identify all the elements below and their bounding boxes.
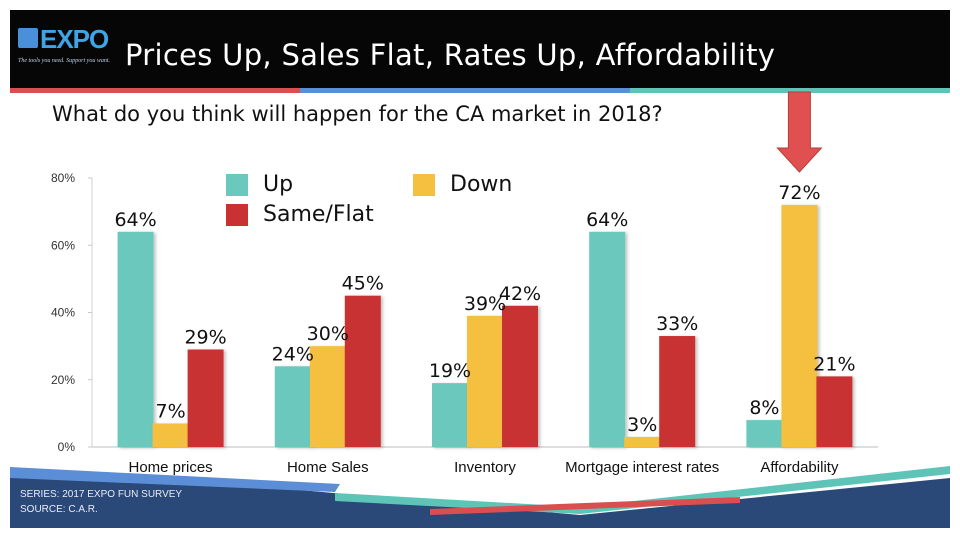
bar-up	[746, 420, 783, 447]
x-category-label: Affordability	[760, 459, 839, 476]
footer-red-stripe	[430, 497, 740, 515]
bar-down	[781, 204, 818, 447]
bar-data-label: 33%	[656, 313, 698, 335]
bar-same-flat	[187, 349, 224, 447]
legend-label: Up	[263, 172, 294, 197]
x-category-label: Mortgage interest rates	[565, 459, 719, 476]
callout-arrow	[776, 91, 823, 173]
logo-text: EXPO	[40, 24, 109, 54]
chart-question: What do you think will happen for the CA…	[52, 102, 663, 126]
bar-data-label: 21%	[813, 353, 855, 375]
bar-data-label: 19%	[429, 360, 471, 382]
bar-data-label: 72%	[778, 182, 820, 204]
bar-data-label: 24%	[272, 343, 314, 365]
header-bar: EXPO The tools you need. Support you wan…	[10, 10, 950, 88]
bar-up	[274, 366, 311, 447]
bar-data-label: 64%	[586, 209, 628, 231]
bar-down	[152, 423, 189, 447]
bar-down	[309, 346, 346, 447]
footer-decoration	[10, 466, 950, 528]
bar-up	[432, 383, 468, 447]
footer-teal-stripe	[335, 466, 950, 514]
y-tick-label: 60%	[51, 238, 75, 252]
chart-data-labels: 64% 7% 29% 24%30% 45% 19% 39%42% 64% 3% 33% 8% 72% 2…	[114, 182, 855, 436]
x-category-label: Inventory	[454, 459, 516, 476]
footer-series: SERIES: 2017 EXPO FUN SURVEY	[20, 489, 183, 500]
legend-swatch	[413, 174, 435, 196]
legend-label: Down	[450, 172, 513, 197]
bar-same-flat	[659, 336, 696, 447]
bar-same-flat	[816, 376, 853, 447]
bar-data-label: 45%	[342, 273, 384, 295]
slide-title: Prices Up, Sales Flat, Rates Up, Afforda…	[125, 38, 776, 72]
bar-down	[467, 315, 503, 447]
y-tick-label: 20%	[51, 373, 75, 387]
bar-up	[589, 231, 626, 447]
y-tick-label: 0%	[58, 440, 76, 454]
header-stripe-blue	[300, 88, 630, 93]
logo-tagline: The tools you need. Support you want.	[18, 58, 110, 64]
bar-data-label: 8%	[749, 397, 779, 419]
footer-navy-band	[10, 475, 950, 528]
footer-blue-stripe	[10, 467, 340, 492]
bar-same-flat	[502, 305, 538, 447]
bar-data-label: 64%	[114, 209, 156, 231]
legend-swatch	[226, 204, 248, 226]
bar-data-label: 29%	[184, 326, 226, 348]
bar-data-label: 7%	[156, 400, 186, 422]
legend-label: Same/Flat	[263, 202, 374, 227]
bar-same-flat	[344, 295, 381, 447]
x-category-label: Home Sales	[287, 459, 369, 476]
down-arrow-icon	[776, 91, 823, 173]
bar-down	[624, 436, 661, 447]
chart-bars	[117, 204, 853, 447]
header-stripe-red	[10, 88, 300, 93]
header-stripe-teal	[630, 88, 950, 93]
y-tick-label: 40%	[51, 306, 75, 320]
footer-source: SOURCE: C.A.R.	[20, 504, 98, 515]
logo-flag-icon	[18, 28, 38, 48]
bar-data-label: 42%	[499, 283, 541, 305]
bar-data-label: 30%	[307, 323, 349, 345]
expo-logo: EXPO The tools you need. Support you wan…	[18, 24, 118, 76]
legend-swatch	[226, 174, 248, 196]
x-category-label: Home prices	[128, 459, 212, 476]
y-tick-label: 80%	[51, 171, 75, 185]
bar-data-label: 39%	[464, 293, 506, 315]
bar-up	[117, 231, 154, 447]
bar-data-label: 3%	[627, 414, 657, 436]
